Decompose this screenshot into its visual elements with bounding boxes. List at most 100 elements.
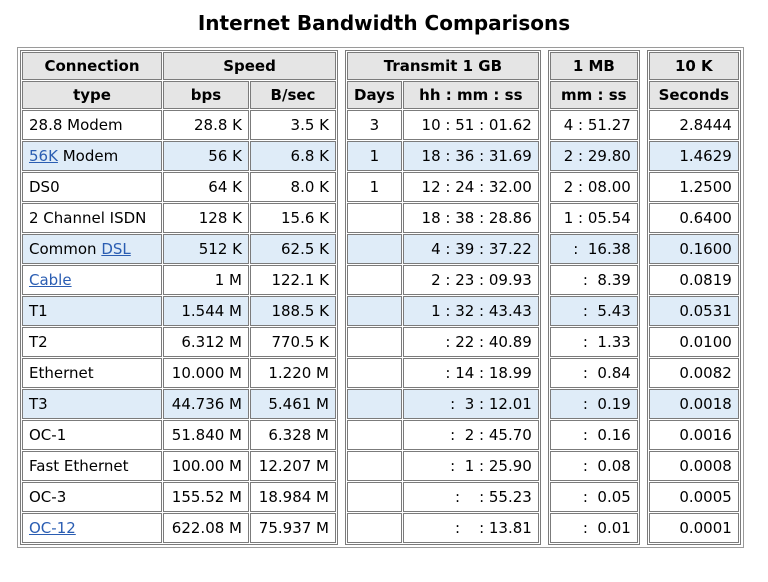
table-row: OC-3 155.52 M 18.984 M [22, 482, 336, 512]
cell-bps: 51.840 M [163, 420, 249, 450]
cell-connection-type: 56K Modem [22, 141, 162, 171]
table-row: 0.0016 [648, 420, 739, 450]
cell-bps: 1 M [163, 265, 249, 295]
table-row: : 3 : 12.01 [347, 389, 539, 419]
cell-hh-mm-ss: 18 : 38 : 28.86 [402, 203, 539, 233]
table-row: : 0.19 [549, 389, 638, 419]
cell-days [347, 234, 402, 264]
table-row: 2.8444 [648, 110, 739, 140]
cell-bytes-per-sec: 6.8 K [250, 141, 336, 171]
header-bytes-per-sec: B/sec [250, 81, 336, 109]
table-row: 0.0819 [648, 265, 739, 295]
table-row: 0.0100 [648, 327, 739, 357]
table-row: 1 : 32 : 43.43 [347, 296, 539, 326]
cell-bytes-per-sec: 75.937 M [250, 513, 336, 543]
sub-header-row: mm : ss [549, 81, 638, 109]
cell-seconds: 1.2500 [648, 172, 739, 202]
table-row: : 0.08 [549, 451, 638, 481]
connection-type-text: DS0 [29, 178, 60, 196]
connection-type-text: T3 [29, 395, 48, 413]
header-mm-ss: mm : ss [549, 81, 638, 109]
cell-bytes-per-sec: 5.461 M [250, 389, 336, 419]
cell-days [347, 389, 402, 419]
cell-mm-ss: : 0.08 [549, 451, 638, 481]
cell-days: 1 [347, 172, 402, 202]
cell-seconds: 0.0005 [648, 482, 739, 512]
table-row: T1 1.544 M 188.5 K [22, 296, 336, 326]
cell-bps: 100.00 M [163, 451, 249, 481]
cell-bytes-per-sec: 12.207 M [250, 451, 336, 481]
cell-hh-mm-ss: 12 : 24 : 32.00 [402, 172, 539, 202]
cell-days: 3 [347, 110, 402, 140]
header-hh-mm-ss: hh : mm : ss [402, 81, 539, 109]
cell-bps: 128 K [163, 203, 249, 233]
cell-bps: 44.736 M [163, 389, 249, 419]
connection-link[interactable]: 56K [29, 147, 58, 165]
cell-hh-mm-ss: : : 55.23 [402, 482, 539, 512]
table-row: 2 : 29.80 [549, 141, 638, 171]
connection-type-text: 28.8 Modem [29, 116, 123, 134]
cell-days [347, 296, 402, 326]
table-row: 0.0001 [648, 513, 739, 543]
cell-connection-type: Fast Ethernet [22, 451, 162, 481]
cell-bytes-per-sec: 770.5 K [250, 327, 336, 357]
table-row: 0.0005 [648, 482, 739, 512]
cell-mm-ss: : 8.39 [549, 265, 638, 295]
group-header-row: Transmit 1 GB [347, 52, 539, 80]
cell-mm-ss: : 1.33 [549, 327, 638, 357]
cell-mm-ss: 1 : 05.54 [549, 203, 638, 233]
header-1mb: 1 MB [549, 52, 638, 80]
header-10k: 10 K [648, 52, 739, 80]
header-seconds: Seconds [648, 81, 739, 109]
cell-bps: 56 K [163, 141, 249, 171]
sub-header-row: Seconds [648, 81, 739, 109]
table-row: 4 : 39 : 37.22 [347, 234, 539, 264]
connection-type-text: 2 Channel ISDN [29, 209, 147, 227]
table-row: : 0.16 [549, 420, 638, 450]
cell-bps: 1.544 M [163, 296, 249, 326]
cell-bytes-per-sec: 3.5 K [250, 110, 336, 140]
table-row: T3 44.736 M 5.461 M [22, 389, 336, 419]
cell-seconds: 0.0819 [648, 265, 739, 295]
table-row: 0.6400 [648, 203, 739, 233]
table-row: : 5.43 [549, 296, 638, 326]
cell-days [347, 420, 402, 450]
cell-bps: 28.8 K [163, 110, 249, 140]
group-header-row: 10 K [648, 52, 739, 80]
table-row: 2 Channel ISDN 128 K 15.6 K [22, 203, 336, 233]
sub-header-row: Days hh : mm : ss [347, 81, 539, 109]
connection-type-text: T1 [29, 302, 48, 320]
connection-type-text: OC-3 [29, 488, 67, 506]
connection-link[interactable]: OC-12 [29, 519, 76, 537]
table-row: : 0.05 [549, 482, 638, 512]
cell-hh-mm-ss: : 14 : 18.99 [402, 358, 539, 388]
cell-hh-mm-ss: : 3 : 12.01 [402, 389, 539, 419]
cell-bytes-per-sec: 8.0 K [250, 172, 336, 202]
table-row: 2 : 23 : 09.93 [347, 265, 539, 295]
cell-connection-type: T1 [22, 296, 162, 326]
cell-bps: 10.000 M [163, 358, 249, 388]
connection-link[interactable]: DSL [101, 240, 131, 258]
connection-link[interactable]: Cable [29, 271, 72, 289]
page: Internet Bandwidth Comparisons Connectio… [0, 11, 768, 548]
header-speed: Speed [163, 52, 336, 80]
table-row: : 2 : 45.70 [347, 420, 539, 450]
cell-connection-type: OC-3 [22, 482, 162, 512]
cell-hh-mm-ss: 18 : 36 : 31.69 [402, 141, 539, 171]
table-row: : : 13.81 [347, 513, 539, 543]
cell-seconds: 0.1600 [648, 234, 739, 264]
cell-mm-ss: : 16.38 [549, 234, 638, 264]
bandwidth-tables-group: Connection Speed type bps B/sec 28.8 Mod… [17, 47, 744, 548]
table-row: 2 : 08.00 [549, 172, 638, 202]
cell-bytes-per-sec: 188.5 K [250, 296, 336, 326]
cell-bytes-per-sec: 1.220 M [250, 358, 336, 388]
cell-connection-type: DS0 [22, 172, 162, 202]
cell-days [347, 203, 402, 233]
cell-connection-type: T2 [22, 327, 162, 357]
cell-mm-ss: 2 : 08.00 [549, 172, 638, 202]
cell-hh-mm-ss: 1 : 32 : 43.43 [402, 296, 539, 326]
cell-mm-ss: : 0.05 [549, 482, 638, 512]
cell-mm-ss: : 0.84 [549, 358, 638, 388]
table-row: 1 18 : 36 : 31.69 [347, 141, 539, 171]
cell-bps: 155.52 M [163, 482, 249, 512]
